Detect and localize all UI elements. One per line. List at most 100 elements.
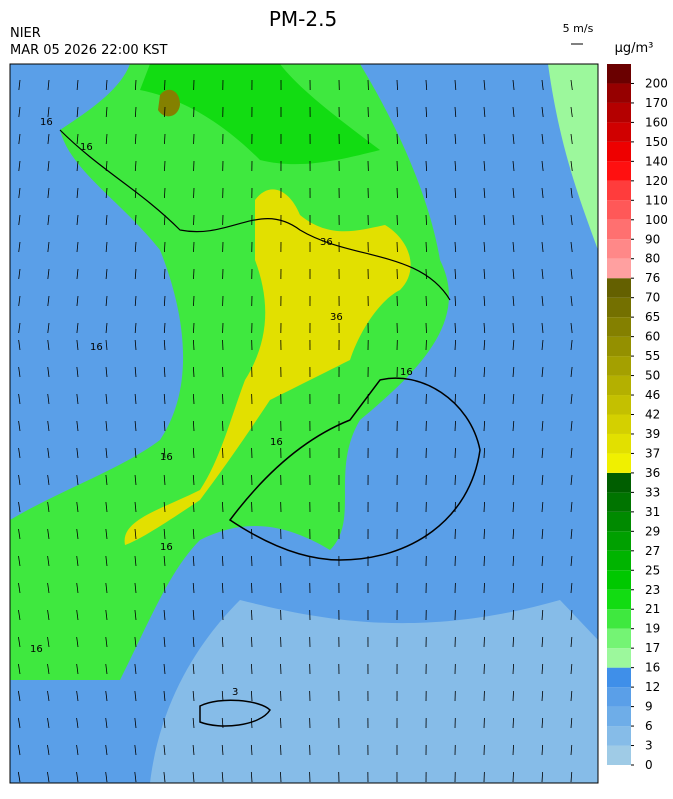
colorbar-segment: [607, 161, 631, 180]
wind-arrow: [397, 134, 398, 144]
colorbar-segment: [607, 668, 631, 687]
colorbar-segment: [607, 512, 631, 531]
colorbar-label: 42: [645, 408, 660, 422]
colorbar-segment: [607, 122, 631, 141]
colorbar-segment: [607, 609, 631, 628]
colorbar: 0369121617192123252729313336373942465055…: [607, 64, 668, 772]
wind-arrow: [484, 610, 485, 620]
wind-arrow: [280, 772, 281, 782]
wind-scale: 5 m/s: [563, 22, 594, 35]
colorbar-segment: [607, 590, 631, 609]
wind-arrow: [222, 394, 223, 404]
colorbar-segment: [607, 453, 631, 472]
wind-arrow: [484, 556, 485, 566]
contour-label: 16: [40, 117, 53, 128]
colorbar-label: 90: [645, 232, 660, 246]
colorbar-label: 36: [645, 466, 660, 480]
colorbar-label: 25: [645, 563, 660, 577]
unit: μg/m³: [615, 41, 654, 56]
colorbar-label: 33: [645, 485, 660, 499]
colorbar-label: 19: [645, 622, 660, 636]
colorbar-label: 50: [645, 369, 660, 383]
contour-label: 3: [232, 687, 238, 698]
wind-arrow: [513, 772, 514, 782]
wind-arrow: [455, 421, 456, 431]
colorbar-segment: [607, 317, 631, 336]
colorbar-label: 160: [645, 115, 668, 129]
wind-arrow: [455, 448, 456, 458]
contour-label: 36: [330, 312, 343, 323]
colorbar-label: 55: [645, 349, 660, 363]
wind-arrow: [426, 296, 427, 306]
wind-arrow: [193, 242, 194, 252]
wind-arrow: [426, 269, 427, 279]
contour-label: 16: [270, 437, 283, 448]
colorbar-segment: [607, 239, 631, 258]
wind-arrow: [251, 583, 252, 593]
wind-arrow: [222, 448, 223, 458]
contour-label: 16: [30, 644, 43, 655]
colorbar-label: 76: [645, 271, 660, 285]
wind-arrow: [513, 718, 514, 728]
colorbar-label: 60: [645, 330, 660, 344]
contour-label: 16: [90, 342, 103, 353]
colorbar-label: 140: [645, 154, 668, 168]
colorbar-label: 3: [645, 739, 653, 753]
colorbar-label: 70: [645, 291, 660, 305]
colorbar-segment: [607, 356, 631, 375]
wind-arrow: [280, 718, 281, 728]
colorbar-segment: [607, 142, 631, 161]
wind-arrow: [251, 610, 252, 620]
colorbar-segment: [607, 83, 631, 102]
wind-arrow: [251, 556, 252, 566]
colorbar-segment: [607, 570, 631, 589]
colorbar-label: 6: [645, 719, 653, 733]
wind-arrow: [426, 242, 427, 252]
colorbar-label: 80: [645, 252, 660, 266]
colorbar-label: 120: [645, 174, 668, 188]
colorbar-segment: [607, 278, 631, 297]
colorbar-segment: [607, 200, 631, 219]
colorbar-label: 27: [645, 544, 660, 558]
wind-arrow: [513, 745, 514, 755]
colorbar-label: 17: [645, 641, 660, 655]
colorbar-label: 16: [645, 661, 660, 675]
wind-arrow: [397, 107, 398, 117]
low-area: [150, 600, 598, 783]
colorbar-segment: [607, 473, 631, 492]
colorbar-segment: [607, 103, 631, 122]
colorbar-segment: [607, 337, 631, 356]
colorbar-label: 65: [645, 310, 660, 324]
colorbar-label: 170: [645, 96, 668, 110]
colorbar-label: 110: [645, 193, 668, 207]
colorbar-label: 0: [645, 758, 653, 772]
colorbar-label: 23: [645, 583, 660, 597]
wind-arrow: [193, 296, 194, 306]
title: PM-2.5: [269, 7, 337, 31]
contour-label: 16: [160, 452, 173, 463]
colorbar-label: 200: [645, 76, 668, 90]
colorbar-segment: [607, 629, 631, 648]
colorbar-segment: [607, 376, 631, 395]
colorbar-label: 46: [645, 388, 660, 402]
contour-label: 16: [80, 142, 93, 153]
colorbar-label: 12: [645, 680, 660, 694]
datetime: MAR 05 2026 22:00 KST: [10, 43, 168, 58]
wind-arrow: [455, 394, 456, 404]
colorbar-label: 39: [645, 427, 660, 441]
contour-label: 16: [160, 542, 173, 553]
colorbar-segment: [607, 434, 631, 453]
wind-arrow: [280, 745, 281, 755]
wind-arrow: [484, 583, 485, 593]
colorbar-label: 21: [645, 602, 660, 616]
colorbar-segment: [607, 492, 631, 511]
colorbar-label: 100: [645, 213, 668, 227]
colorbar-segment: [607, 648, 631, 667]
colorbar-segment: [607, 395, 631, 414]
contour-label: 16: [400, 367, 413, 378]
colorbar-segment: [607, 726, 631, 745]
colorbar-segment: [607, 220, 631, 239]
colorbar-segment: [607, 531, 631, 550]
colorbar-label: 37: [645, 446, 660, 460]
